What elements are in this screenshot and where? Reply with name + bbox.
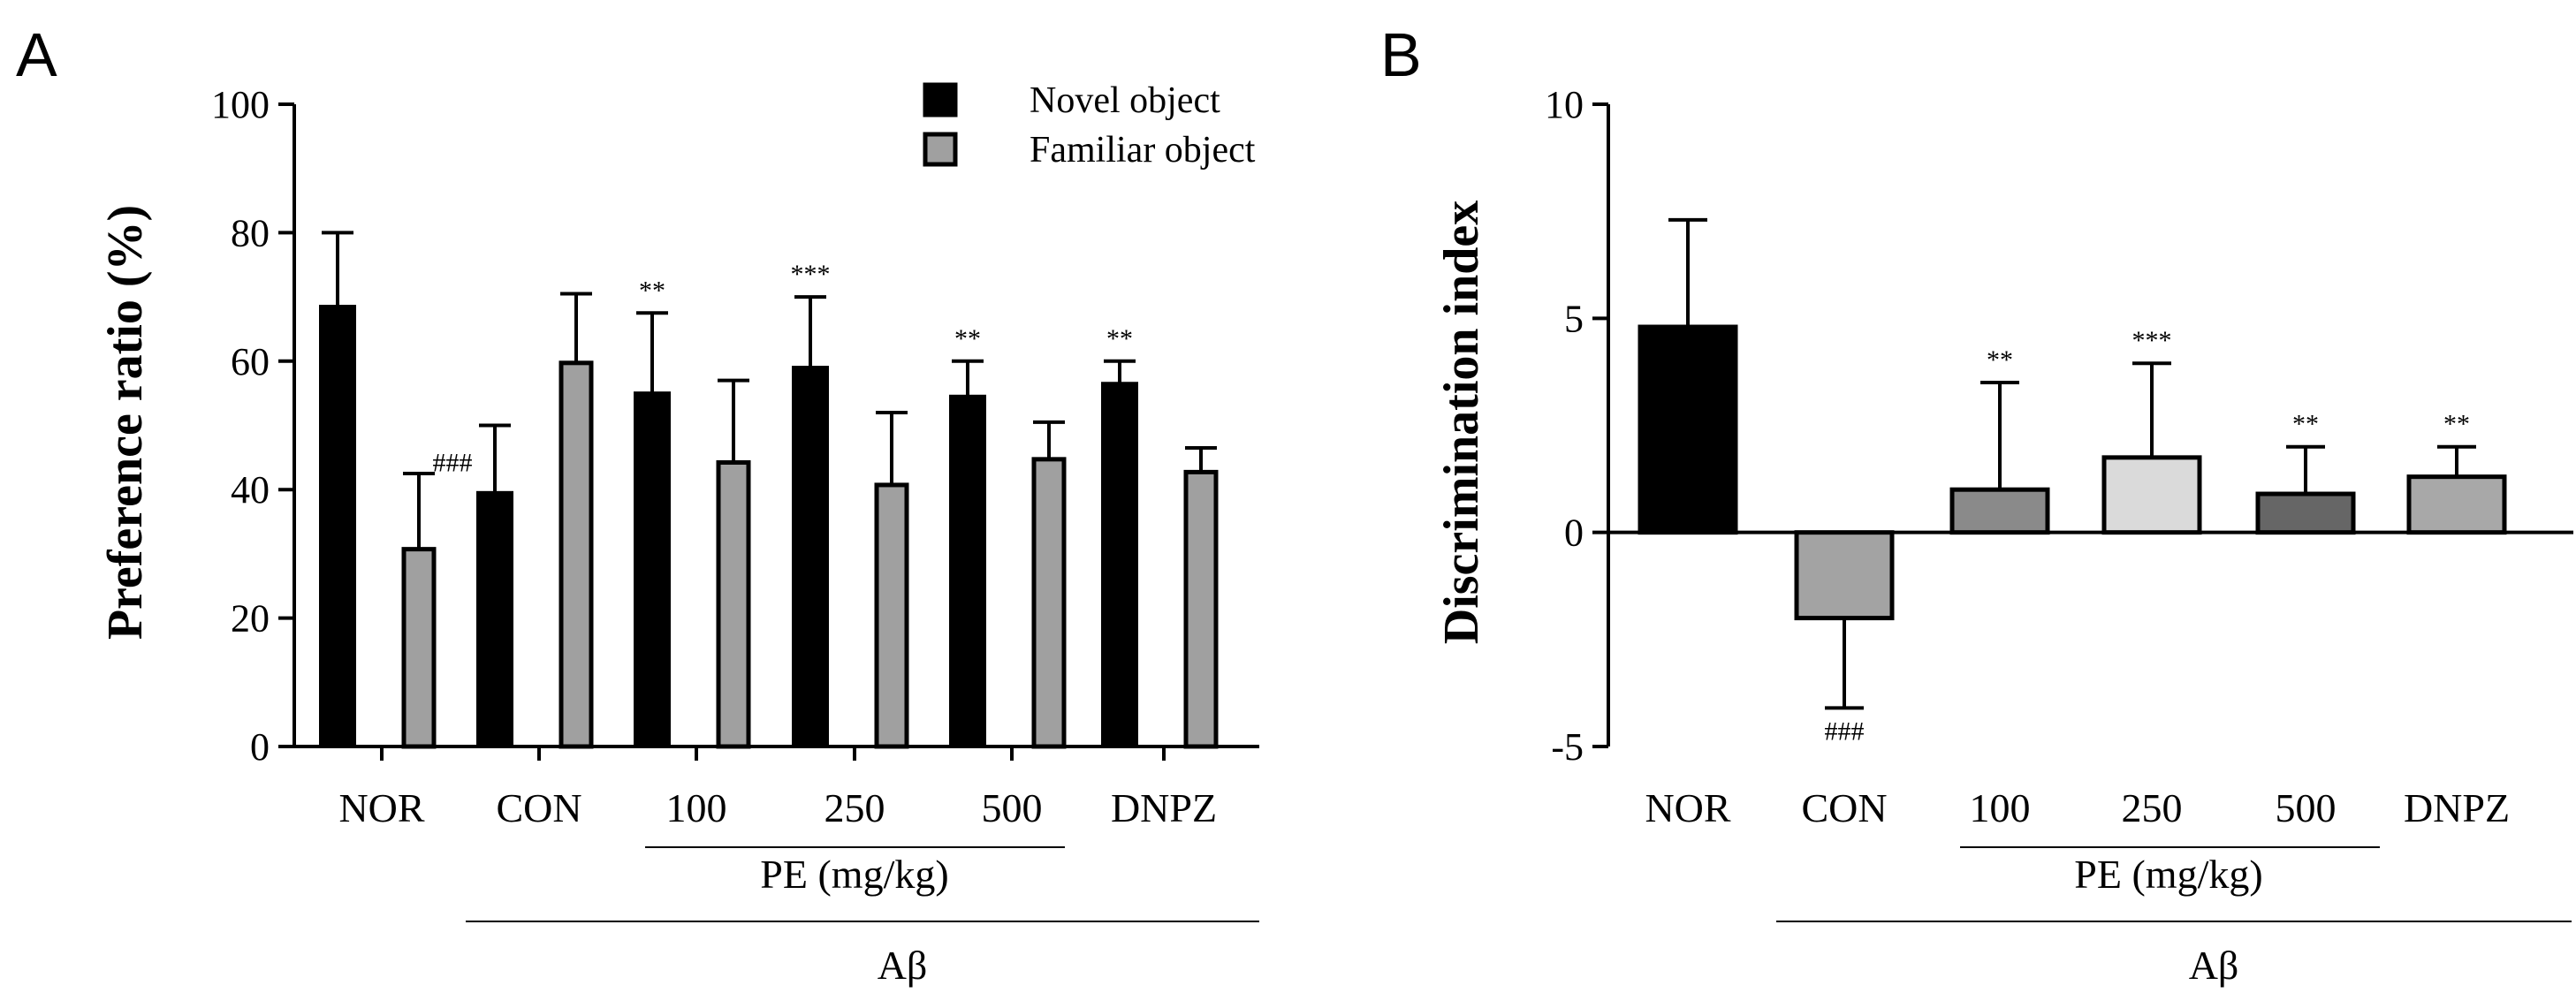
panel-a: A Preference ratio (%) 0 20 40 60 80 100 NOR C… bbox=[16, 20, 1259, 988]
panel-a-bar-novel bbox=[319, 305, 356, 748]
panel-a-abeta-group-label: Aβ bbox=[878, 943, 928, 988]
panel-a-y-tick-label: 80 bbox=[231, 211, 270, 254]
panel-a-letter: A bbox=[16, 20, 57, 89]
panel-a-y-tick-label: 20 bbox=[231, 597, 270, 640]
panel-b-x-label: 250 bbox=[2122, 785, 2183, 830]
panel-b-bar bbox=[1949, 487, 2050, 535]
panel-b-axes bbox=[1607, 104, 2573, 747]
panel-a-bar-familiar bbox=[1183, 469, 1219, 749]
panel-a-legend: Novel object Familiar object bbox=[923, 80, 1256, 171]
panel-b-y-tick-label: 10 bbox=[1545, 83, 1584, 126]
panel-b-bar bbox=[2255, 491, 2356, 535]
panel-a-bar-familiar bbox=[559, 360, 594, 749]
legend-swatch-novel bbox=[923, 82, 958, 117]
panel-b-significance-mark: ** bbox=[2292, 410, 2319, 439]
panel-a-significance-mark: ** bbox=[1106, 324, 1133, 353]
panel-b-bar bbox=[2406, 474, 2507, 535]
panel-a-significance-mark: ** bbox=[954, 324, 981, 353]
panel-b-significance-mark: ### bbox=[1825, 716, 1865, 746]
panel-b-bar bbox=[1794, 530, 1895, 621]
panel-a-x-label: NOR bbox=[338, 785, 424, 830]
panel-a-y-tick-label: 40 bbox=[231, 468, 270, 512]
panel-b-bar bbox=[1638, 324, 1738, 535]
panel-a-x-label: 100 bbox=[666, 785, 727, 830]
panel-a-x-label: DNPZ bbox=[1111, 785, 1217, 830]
panel-a-x-label: CON bbox=[496, 785, 581, 830]
panel-a-bar-familiar bbox=[716, 459, 751, 749]
panel-a-y-axis-title: Preference ratio (%) bbox=[98, 205, 153, 640]
panel-b-x-label: 500 bbox=[2276, 785, 2337, 830]
legend-label-familiar: Familiar object bbox=[1030, 130, 1256, 171]
panel-b-x-labels: NOR CON 100 250 500 DNPZ bbox=[1645, 785, 2510, 830]
panel-b-y-tick-label: 0 bbox=[1564, 512, 1584, 555]
panel-b-x-label: DNPZ bbox=[2404, 785, 2510, 830]
panel-a-x-labels: NOR CON 100 250 500 DNPZ bbox=[338, 747, 1217, 830]
panel-b-letter: B bbox=[1380, 20, 1422, 89]
panel-a-significance-mark: *** bbox=[791, 260, 831, 289]
panel-b-significance: ###******* ** bbox=[1825, 326, 2471, 746]
panel-b: B Discrimination index -5 0 5 10 NOR CON 100 2… bbox=[1380, 20, 2573, 988]
panel-a-significance: ###******* ** bbox=[433, 260, 1134, 477]
panel-a-bar-novel bbox=[949, 394, 986, 748]
panel-a-pe-group-label: PE (mg/kg) bbox=[760, 852, 948, 897]
panel-a-x-label: 500 bbox=[982, 785, 1043, 830]
panel-b-x-label: 100 bbox=[1970, 785, 2031, 830]
panel-b-y-tick-label: -5 bbox=[1551, 725, 1584, 769]
panel-a-significance-mark: ### bbox=[433, 449, 473, 478]
panel-b-significance-mark: ** bbox=[2443, 410, 2470, 439]
panel-b-y-axis-title: Discrimination index bbox=[1434, 201, 1489, 644]
panel-a-significance-mark: ** bbox=[639, 276, 665, 305]
panel-a-bar-novel bbox=[1101, 382, 1138, 748]
panel-b-y-ticks: -5 0 5 10 bbox=[1545, 83, 1608, 769]
panel-b-significance-mark: *** bbox=[2132, 326, 2172, 355]
panel-b-x-label: NOR bbox=[1645, 785, 1730, 830]
panel-a-y-tick-label: 100 bbox=[211, 83, 270, 126]
panel-a-bar-novel bbox=[476, 490, 513, 749]
panel-b-significance-mark: ** bbox=[1987, 345, 2013, 375]
panel-b-bar bbox=[2101, 455, 2202, 535]
panel-a-bar-familiar bbox=[1031, 457, 1067, 749]
panel-a-bar-familiar bbox=[401, 547, 437, 749]
panel-a-bar-novel bbox=[634, 391, 671, 748]
panel-a-axes bbox=[293, 104, 1259, 748]
panel-a-y-ticks: 0 20 40 60 80 100 bbox=[211, 83, 294, 769]
legend-swatch-familiar bbox=[923, 132, 958, 167]
panel-a-y-tick-label: 0 bbox=[250, 725, 270, 769]
panel-b-abeta-group-label: Aβ bbox=[2189, 943, 2239, 988]
panel-b-pe-group-label: PE (mg/kg) bbox=[2074, 852, 2262, 897]
panel-a-y-tick-label: 60 bbox=[231, 340, 270, 383]
panel-a-bars bbox=[319, 231, 1219, 749]
panel-b-bars bbox=[1638, 217, 2507, 710]
panel-a-bar-novel bbox=[792, 366, 829, 748]
legend-label-novel: Novel object bbox=[1030, 80, 1220, 121]
panel-b-x-label: CON bbox=[1801, 785, 1887, 830]
panel-a-x-label: 250 bbox=[824, 785, 885, 830]
panel-b-y-tick-label: 5 bbox=[1564, 297, 1584, 340]
panel-a-bar-familiar bbox=[874, 482, 909, 749]
